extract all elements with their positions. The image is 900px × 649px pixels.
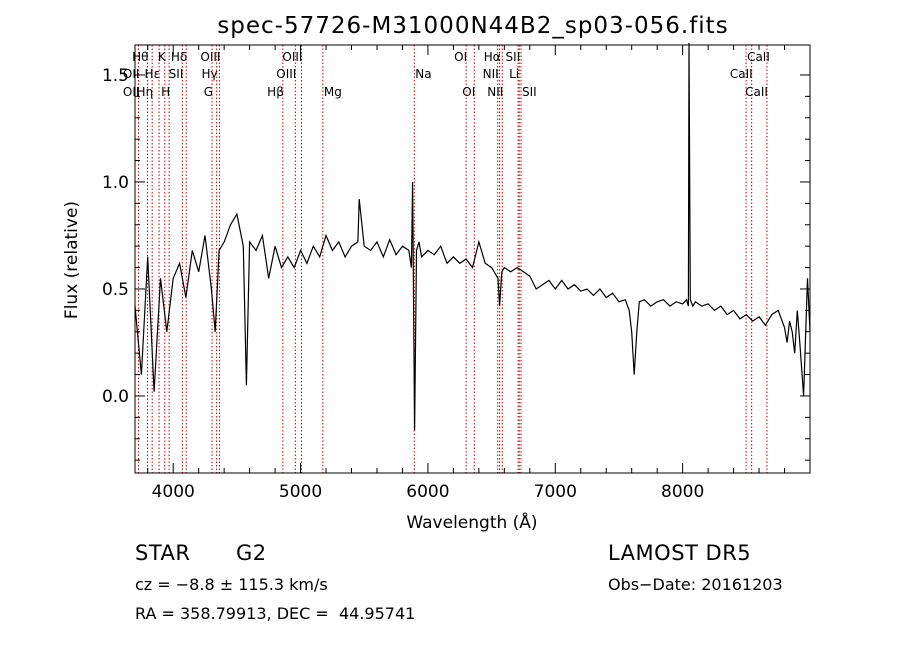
y-tick-label: 0.5 [102,280,129,300]
x-tick-label: 8000 [661,482,704,502]
line-label: Hθ [132,50,148,64]
object-class: STAR [135,541,191,565]
line-label: OIII [200,50,220,64]
line-label: NII [487,85,503,99]
line-label: OIII [282,50,302,64]
chart-title: spec-57726-M31000N44B2_sp03-056.fits [217,13,728,39]
line-label: Mg [324,85,342,99]
line-label: Hγ [202,67,218,81]
line-label: OI [462,85,475,99]
plot-frame [134,44,811,474]
line-label: K [158,50,167,64]
line-label: Hα [484,50,501,64]
line-label: Hη [137,85,154,99]
y-tick-label: 0.0 [102,387,129,407]
x-tick-label: 4000 [152,482,195,502]
line-label: Li [509,67,519,81]
obs-date: Obs−Date: 20161203 [608,575,783,594]
line-label: Hβ [267,85,284,99]
line-label: CaII [747,50,770,64]
y-tick-label: 1.5 [102,66,129,86]
spectrum-line [134,42,811,431]
y-tick-label: 1.0 [102,173,129,193]
line-marker-group [137,45,768,473]
line-label: H [161,85,170,99]
line-label: Na [415,67,431,81]
line-label: NII [483,67,499,81]
redshift-text: cz = −8.8 ± 115.3 km/s [135,575,328,594]
line-label: SII [506,50,521,64]
x-axis-label: Wavelength (Å) [406,511,537,533]
line-label: OI [454,50,467,64]
line-label: CaII [730,67,753,81]
x-tick-label: 5000 [279,482,322,502]
line-label: G [204,85,213,99]
object-subclass: G2 [236,541,267,565]
line-label: CaII [745,85,768,99]
line-label: SII [522,85,537,99]
line-label: OIII [276,67,296,81]
line-label: SII [169,67,184,81]
axis-tick-labels: 4000 5000 6000 7000 8000 0.0 0.5 1.0 1.5 [102,66,704,502]
x-tick-label: 7000 [534,482,577,502]
survey-name: LAMOST DR5 [608,541,752,565]
line-label: Hδ [171,50,187,64]
x-tick-label: 6000 [406,482,449,502]
coordinates: RA = 358.79913, DEC = 44.95741 [135,604,416,623]
axis-ticks [135,45,810,473]
y-axis-label: Flux (relative) [62,201,82,319]
line-label: Hε [145,67,161,81]
